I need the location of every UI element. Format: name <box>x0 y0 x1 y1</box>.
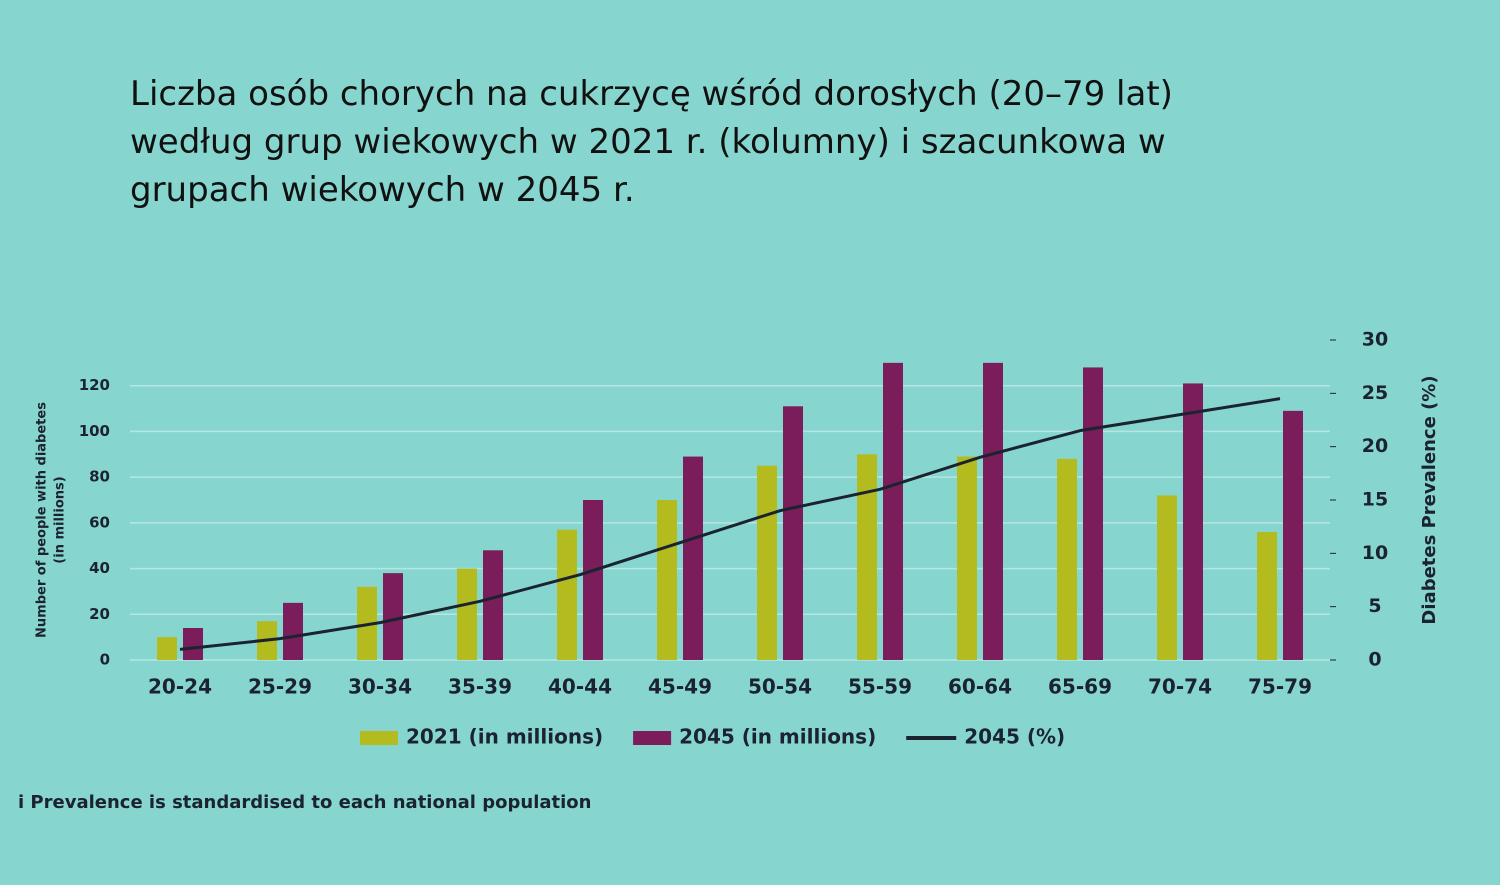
x-tick-label: 40-44 <box>548 675 612 699</box>
line <box>179 397 1281 651</box>
bar <box>383 573 403 660</box>
chart: 0 20 40 60 80 100 120 0 5 10 15 20 25 30 Number of peo… <box>35 329 1441 749</box>
bar <box>883 362 903 660</box>
bar <box>183 628 203 660</box>
y-tick-label: 20 <box>89 605 110 623</box>
bar <box>957 456 977 660</box>
y2-tick-label: 20 <box>1362 435 1388 457</box>
bar <box>757 465 777 660</box>
bar <box>1183 383 1203 660</box>
bar <box>683 456 703 660</box>
y2-tick-label: 15 <box>1362 489 1388 511</box>
legend-swatch <box>360 731 398 745</box>
bar <box>1257 532 1277 660</box>
y-axis-label-sub: (in millions) <box>53 476 68 563</box>
bar <box>1157 495 1177 660</box>
legend-label: 2045 (%) <box>964 725 1065 749</box>
bar <box>783 406 803 660</box>
x-tick-label: 60-64 <box>948 675 1012 699</box>
bar <box>583 500 603 660</box>
y2-tick-label: 25 <box>1362 382 1388 404</box>
chart-title: Liczba osób chorych na cukrzycę wśród do… <box>130 74 1173 210</box>
x-tick-label: 30-34 <box>348 675 412 699</box>
y2-tick-label: 5 <box>1368 595 1381 617</box>
x-tick-label: 65-69 <box>1048 675 1112 699</box>
x-tick-label: 20-24 <box>148 675 212 699</box>
x-tick-label: 70-74 <box>1148 675 1212 699</box>
footnote: i Prevalence is standardised to each nat… <box>18 792 592 813</box>
y-tick-label: 120 <box>79 376 110 394</box>
x-tick-label: 35-39 <box>448 675 512 699</box>
bar <box>157 637 177 660</box>
y2-tick-label: 30 <box>1362 329 1388 351</box>
y2-tick-label: 0 <box>1368 649 1381 671</box>
bar <box>857 454 877 660</box>
legend-label: 2045 (in millions) <box>679 725 876 749</box>
x-tick-label: 75-79 <box>1248 675 1312 699</box>
bar <box>283 602 303 660</box>
y-tick-label: 80 <box>89 468 110 486</box>
legend-swatch <box>633 731 672 745</box>
legend-label: 2021 (in millions) <box>406 725 603 749</box>
y-tick-label: 100 <box>79 422 110 440</box>
bar <box>1083 367 1103 660</box>
bar <box>983 362 1003 660</box>
bar <box>483 550 503 660</box>
bar <box>1057 458 1077 660</box>
bar <box>557 529 577 660</box>
x-tick-label: 45-49 <box>648 675 712 699</box>
bar <box>457 568 477 660</box>
y2-tick-label: 10 <box>1362 542 1388 564</box>
x-tick-label: 25-29 <box>248 675 312 699</box>
y2-axis-label: Diabetes Prevalence (%) <box>1419 375 1440 624</box>
bar <box>1283 410 1303 660</box>
x-tick-label: 50-54 <box>748 675 812 699</box>
x-tick-label: 55-59 <box>848 675 912 699</box>
y-axis-label: Number of people with diabetes <box>35 402 50 638</box>
bar <box>657 500 677 660</box>
y-tick-label: 60 <box>89 513 110 531</box>
y-tick-label: 0 <box>100 651 110 669</box>
y-tick-label: 40 <box>89 559 110 577</box>
